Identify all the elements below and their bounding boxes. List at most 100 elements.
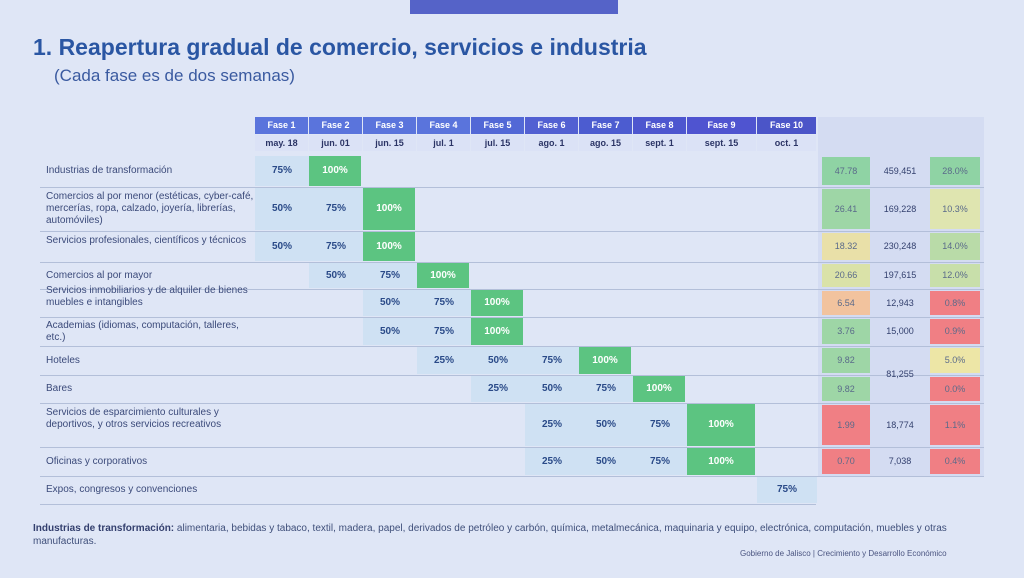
phase-header-5: Fase 5 [471,117,524,134]
indice-value: 0.70 [822,449,870,474]
empleo-pct-value: 28.0% [930,157,980,185]
phase-cell: 25% [471,376,525,402]
phase-cell: 100% [309,156,361,186]
row-label: Servicios de esparcimiento culturales y … [46,407,222,430]
phase-cell: 100% [687,404,755,446]
indice-value: 26.41 [822,189,870,229]
page-title: 1. Reapertura gradual de comercio, servi… [33,34,647,60]
row-label: Oficinas y corporativos [46,455,148,467]
credit-line: Gobierno de Jalisco | Crecimiento y Desa… [740,549,947,558]
row-label: Hoteles [46,354,80,366]
phase-cell: 75% [417,318,471,345]
empleo-value: 15,000 [886,326,914,336]
row-label: Comercios al por mayor [46,269,153,281]
phase-cell: 50% [579,404,633,446]
row-divider [40,476,984,477]
row-label: Servicios inmobiliarios y de alquiler de… [46,285,248,308]
phase-header-6: Fase 6 [525,117,578,134]
phase-cell: 50% [309,263,363,288]
row-label: Comercios al por menor (estéticas, cyber… [46,191,254,226]
phase-cell: 75% [309,188,363,230]
phase-date-7: ago. 15 [579,135,632,151]
empleo-pct-value: 0.9% [930,319,980,344]
empleo-pct-value: 0.4% [930,449,980,474]
top-tab-bar [410,0,618,14]
phase-cell: 100% [363,188,415,230]
empleo-value: 230,248 [883,241,917,251]
row-divider [40,187,984,188]
empleo-pct-value: 0.8% [930,291,980,315]
row-divider [40,504,816,505]
page-subtitle: (Cada fase es de dos semanas) [54,66,295,85]
phase-cell: 50% [363,290,417,316]
empleo-pct-value: 10.3% [930,189,980,229]
phase-cell: 75% [417,290,471,316]
indice-value: 6.54 [822,291,870,315]
phase-cell: 50% [255,232,309,261]
row-divider [40,346,984,347]
empleo-value: 459,451 [883,166,917,176]
row-divider [40,375,984,376]
phase-date-5: jul. 15 [471,135,524,151]
phase-cell: 75% [633,448,687,475]
row-label: Academias (idiomas, computación, tallere… [46,319,239,343]
phase-cell: 75% [363,263,417,288]
phase-cell: 75% [255,156,309,186]
indice-value: 20.66 [822,264,870,287]
phase-date-3: jun. 15 [363,135,416,151]
row-divider [40,262,984,263]
row-divider [40,289,984,290]
phase-cell: 100% [687,448,755,475]
phase-header-7: Fase 7 [579,117,632,134]
footer-note: Industrias de transformación: alimentari… [33,522,983,548]
phase-cell: 50% [363,318,417,345]
row-label: Industrias de transformación [46,165,173,176]
phase-header-2: Fase 2 [309,117,362,134]
phase-cell: 25% [525,404,579,446]
phase-date-8: sept. 1 [633,135,686,151]
indice-value: 3.76 [822,319,870,344]
row-divider [40,403,984,404]
phase-date-9: sept. 15 [687,135,756,151]
row-divider [40,447,984,448]
indice-value: 9.82 [822,377,870,401]
indice-value: 9.82 [822,348,870,373]
footer-note-bold: Industrias de transformación: [33,523,175,534]
phase-cell: 50% [579,448,633,475]
phase-cell: 100% [471,290,523,316]
empleo-pct-value: 12.0% [930,264,980,287]
empleo-value: 12,943 [886,298,914,308]
phase-cell: 50% [471,347,525,374]
empleo-pct-value: 5.0% [930,348,980,373]
empleo-value: 169,228 [883,204,917,214]
phase-header-4: Fase 4 [417,117,470,134]
empleo-value: 18,774 [886,420,914,430]
phase-cell: 75% [579,376,633,402]
phase-cell: 100% [633,376,685,402]
phase-header-8: Fase 8 [633,117,686,134]
phase-cell: 50% [525,376,579,402]
empleo-value: 7,038 [888,456,912,466]
phase-header-1: Fase 1 [255,117,308,134]
phase-cell: 100% [579,347,631,374]
phase-cell: 75% [757,477,817,503]
empleo-pct-value: 0.0% [930,377,980,401]
phase-cell: 100% [471,318,523,345]
indice-value: 18.32 [822,233,870,260]
empleo-value: 81,255 [886,369,914,379]
row-label: Bares [46,383,73,394]
phase-cell: 75% [525,347,579,374]
phase-cell: 75% [309,232,363,261]
phase-header-9: Fase 9 [687,117,756,134]
footer-note-text: alimentaria, bebidas y tabaco, textil, m… [33,523,947,547]
phase-date-1: may. 18 [255,135,308,151]
phase-cell: 100% [363,232,415,261]
empleo-pct-value: 1.1% [930,405,980,445]
row-label: Servicios profesionales, científicos y t… [46,234,247,246]
indice-value: 47.78 [822,157,870,185]
phase-header-3: Fase 3 [363,117,416,134]
phase-header-10: Fase 10 [757,117,816,134]
phase-date-6: ago. 1 [525,135,578,151]
row-divider [40,231,984,232]
phase-cell: 100% [417,263,469,288]
